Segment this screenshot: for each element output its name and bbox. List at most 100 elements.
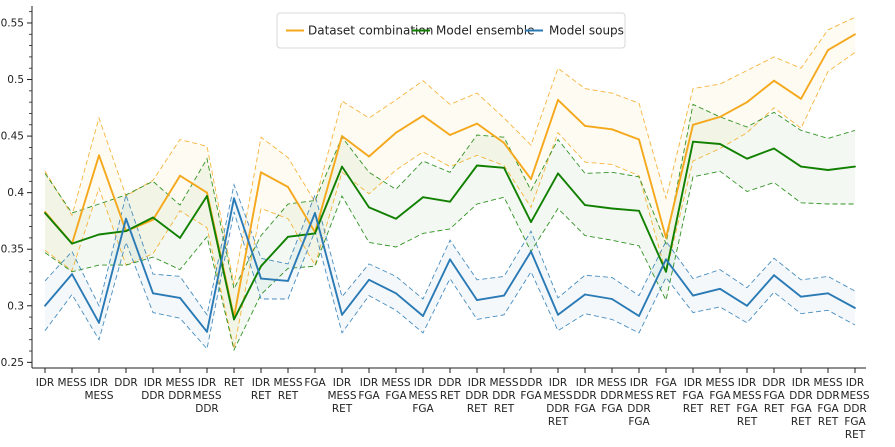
- model-ensemble-point: [206, 195, 208, 197]
- model-soups-point: [800, 295, 802, 298]
- model-soups-band: [45, 184, 855, 349]
- dataset-combination-point: [152, 218, 154, 221]
- model-ensemble-point: [287, 235, 289, 238]
- x-tick-label: MESS FGA: [381, 377, 410, 402]
- x-tick-label: MESS DDR FGA: [597, 377, 626, 415]
- model-soups-point: [611, 298, 613, 300]
- y-tick-label: 0.55: [1, 17, 24, 29]
- dataset-combination-band: [45, 17, 855, 349]
- model-soups-point: [773, 274, 775, 277]
- model-ensemble-upper-bound: [44, 103, 856, 291]
- model-soups-point: [368, 278, 370, 281]
- model-ensemble-point: [476, 164, 478, 167]
- model-ensemble-point: [827, 169, 829, 171]
- model-ensemble-point: [611, 207, 613, 210]
- model-ensemble-point: [233, 318, 235, 321]
- legend-label-model-soups: Model soups: [549, 24, 624, 38]
- dataset-combination-point: [827, 49, 829, 51]
- model-soups-point: [233, 197, 235, 200]
- x-tick-label: MESS DDR RET: [489, 377, 518, 415]
- x-tick-label: IDR FGA: [358, 377, 380, 402]
- model-soups-point: [476, 299, 478, 301]
- x-tick-label: FGA RET: [655, 377, 677, 402]
- model-ensemble-point: [638, 209, 640, 212]
- model-soups-point: [341, 313, 343, 316]
- x-tick-label: RET: [224, 377, 245, 389]
- model-soups-point: [206, 330, 208, 333]
- x-tick-label: IDR: [36, 377, 54, 389]
- model-ensemble-point: [98, 233, 100, 236]
- model-soups-point: [98, 321, 100, 324]
- x-tick-label: IDR DDR RET: [465, 377, 488, 415]
- model-ensemble-point: [692, 140, 694, 143]
- model-soups-point: [125, 217, 127, 220]
- model-soups-point: [44, 304, 46, 307]
- x-tick-label: IDR RET: [251, 377, 272, 402]
- model-ensemble-point: [152, 216, 154, 219]
- dataset-combination-point: [206, 191, 208, 194]
- model-ensemble-point: [368, 206, 370, 209]
- x-tick-label: IDR MESS RET: [327, 377, 356, 415]
- dataset-combination-point: [395, 131, 397, 134]
- model-ensemble-point: [800, 165, 802, 168]
- model-soups-point: [530, 250, 532, 253]
- y-tick-label: 0.45: [1, 131, 24, 143]
- model-soups-point: [665, 258, 667, 261]
- y-tick-label: 0.4: [7, 187, 24, 199]
- confidence-bands: [45, 17, 855, 350]
- dataset-combination-point: [854, 33, 856, 36]
- model-ensemble-point: [557, 172, 559, 175]
- model-soups-point: [179, 297, 181, 299]
- x-tick-label: IDR DDR FGA: [573, 377, 596, 415]
- x-tick-label: MESS DDR FGA RET: [813, 377, 842, 428]
- model-soups-point: [854, 307, 856, 309]
- dataset-combination-point: [449, 134, 451, 136]
- x-tick-label: IDR MESS DDR RET: [543, 377, 572, 428]
- model-ensemble-lower-bound: [44, 170, 855, 352]
- model-ensemble-point: [503, 166, 505, 169]
- dataset-combination-point: [98, 154, 100, 157]
- x-tick-label: MESS FGA RET: [705, 377, 734, 415]
- y-tick-label: 0.5: [7, 74, 24, 86]
- dataset-combination-point: [557, 99, 559, 101]
- dataset-combination-lower-bound: [44, 52, 856, 349]
- model-ensemble-point: [746, 157, 748, 160]
- model-soups-point: [503, 294, 505, 297]
- dataset-combination-point: [260, 171, 262, 174]
- x-tick-label: IDR MESS FGA RET: [732, 377, 761, 428]
- x-tick-label: IDR DDR FGA RET: [789, 377, 812, 428]
- dataset-combination-point: [341, 135, 343, 138]
- dataset-combination-point: [638, 138, 640, 141]
- model-ensemble-point: [665, 270, 667, 273]
- dataset-combination-point: [530, 178, 532, 181]
- model-ensemble-point: [422, 196, 424, 199]
- model-soups-point: [152, 292, 154, 295]
- x-tick-label: FGA: [304, 377, 326, 389]
- model-soups-point: [395, 292, 397, 295]
- x-tick-label: MESS DDR: [165, 377, 194, 402]
- legend-box: [276, 12, 626, 49]
- model-ensemble-point: [395, 217, 397, 220]
- dataset-combination-point: [800, 97, 802, 100]
- dataset-combination-point: [719, 116, 721, 118]
- model-ensemble-point: [719, 143, 721, 145]
- x-tick-label: DDR FGA: [519, 377, 542, 402]
- model-soups-point: [71, 273, 73, 275]
- dataset-combination-point: [503, 142, 505, 144]
- model-soups-point: [557, 313, 559, 316]
- model-ensemble-point: [584, 204, 586, 207]
- model-ensemble-point: [449, 200, 451, 203]
- model-soups-upper-bound: [44, 183, 856, 316]
- y-tick-label: 0.3: [7, 300, 24, 312]
- dataset-combination-point: [746, 101, 748, 104]
- model-ensemble-point: [179, 237, 181, 239]
- dataset-combination-point: [773, 79, 775, 82]
- dataset-combination-point: [476, 122, 478, 125]
- model-soups-point: [287, 280, 289, 282]
- x-tick-label: IDR MESS: [84, 377, 113, 402]
- model-soups-point: [719, 287, 721, 290]
- y-tick-label: 0.25: [1, 357, 24, 369]
- x-tick-label: DDR RET: [438, 377, 461, 402]
